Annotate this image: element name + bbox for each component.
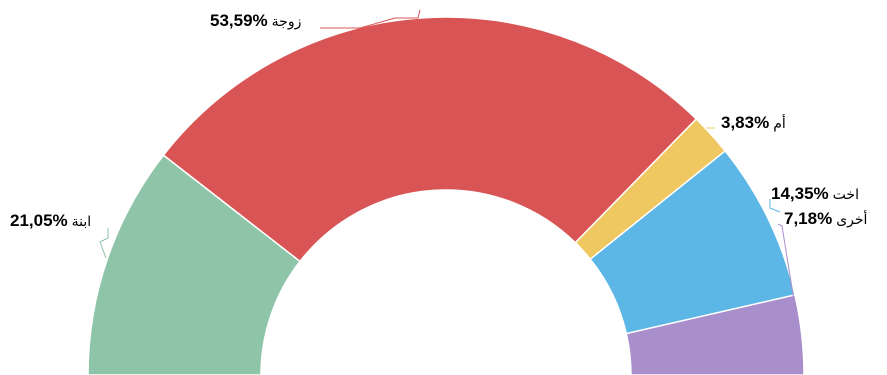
value-wife: 53,59% [210,11,268,30]
connector-sister [769,199,781,213]
label-wife: 53,59% زوجة [210,11,301,30]
slice-daughter [87,154,302,375]
value-other: 7,18% [784,209,832,228]
label-sister: 14,35% اخت [771,184,859,203]
connector-wife [320,9,421,29]
chart-slices [87,16,805,375]
label-mother: 3,83% أم [721,113,786,132]
value-sister: 14,35% [771,184,829,203]
name-sister: اخت [833,187,859,203]
name-mother: أم [773,114,786,132]
label-other: 7,18% أخرى [784,209,868,228]
slice-wife [162,16,698,263]
connector-daughter [99,228,109,259]
connector-other [777,223,801,339]
value-daughter: 21,05% [10,211,68,230]
value-mother: 3,83% [721,113,769,132]
name-wife: زوجة [272,14,302,30]
name-other: أخرى [836,210,867,228]
label-daughter: 21,05% ابنة [10,211,91,230]
label-connectors [99,9,801,339]
slice-other [625,294,805,375]
name-daughter: ابنة [72,214,92,230]
